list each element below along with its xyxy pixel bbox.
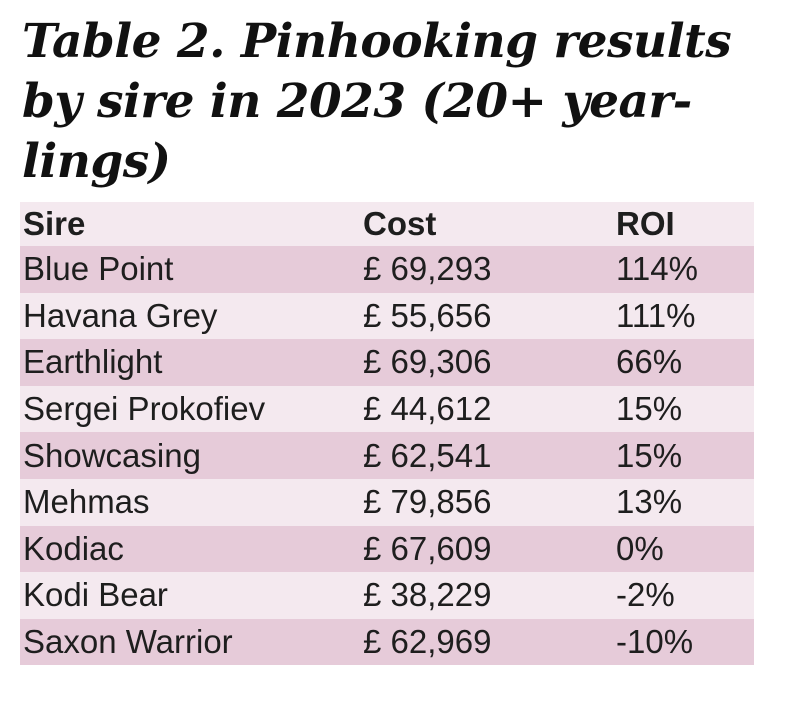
- cost-cell: £ 62,541: [363, 436, 492, 474]
- cost-cell: £ 79,856: [363, 483, 492, 521]
- column-header-sire: Sire: [23, 205, 86, 242]
- sire-cell: Havana Grey: [23, 296, 218, 334]
- roi-cell: 13%: [616, 483, 683, 521]
- table-row: Kodiac £ 67,609 0%: [20, 525, 754, 573]
- table-title: Table 2. Pinhooking results by sire in 2…: [22, 14, 732, 189]
- roi-cell: 0%: [616, 529, 664, 567]
- pinhooking-table: Sire Cost ROI Blue Point £ 69,293 114% H…: [20, 202, 754, 666]
- table-row: Kodi Bear £ 38,229 -2%: [20, 572, 754, 619]
- table-row: Havana Grey £ 55,656 111%: [20, 292, 754, 340]
- cost-cell: £ 38,229: [363, 576, 492, 614]
- sire-cell: Showcasing: [23, 436, 201, 474]
- cost-cell: £ 69,306: [363, 343, 492, 381]
- roi-cell: 15%: [616, 436, 683, 474]
- column-header-cost: Cost: [363, 205, 437, 242]
- cost-cell: £ 55,656: [363, 296, 492, 334]
- sire-cell: Sergei Prokofiev: [23, 390, 266, 428]
- sire-cell: Mehmas: [23, 483, 150, 521]
- roi-cell: -10%: [616, 623, 694, 661]
- roi-cell: 114%: [616, 250, 698, 288]
- sire-cell: Earthlight: [23, 343, 163, 381]
- sire-cell: Kodi Bear: [23, 576, 168, 614]
- cost-cell: £ 62,969: [363, 623, 492, 661]
- cost-cell: £ 69,293: [363, 250, 492, 288]
- sire-cell: Kodiac: [23, 529, 124, 567]
- roi-cell: 66%: [616, 343, 683, 381]
- table-row: Earthlight £ 69,306 66%: [20, 339, 754, 386]
- sire-cell: Saxon Warrior: [23, 623, 233, 661]
- table-row: Blue Point £ 69,293 114%: [20, 246, 754, 293]
- roi-cell: 15%: [616, 390, 683, 428]
- sire-cell: Blue Point: [23, 250, 174, 288]
- table-header-row: Sire Cost ROI: [20, 202, 754, 246]
- table-row: Saxon Warrior £ 62,969 -10%: [20, 618, 754, 666]
- column-header-roi: ROI: [616, 205, 675, 242]
- cost-cell: £ 44,612: [363, 390, 492, 428]
- cost-cell: £ 67,609: [363, 529, 492, 567]
- table-row: Showcasing £ 62,541 15%: [20, 432, 754, 479]
- table-row: Mehmas £ 79,856 13%: [20, 478, 754, 526]
- table-row: Sergei Prokofiev £ 44,612 15%: [20, 385, 754, 433]
- roi-cell: -2%: [616, 576, 675, 614]
- roi-cell: 111%: [616, 296, 696, 334]
